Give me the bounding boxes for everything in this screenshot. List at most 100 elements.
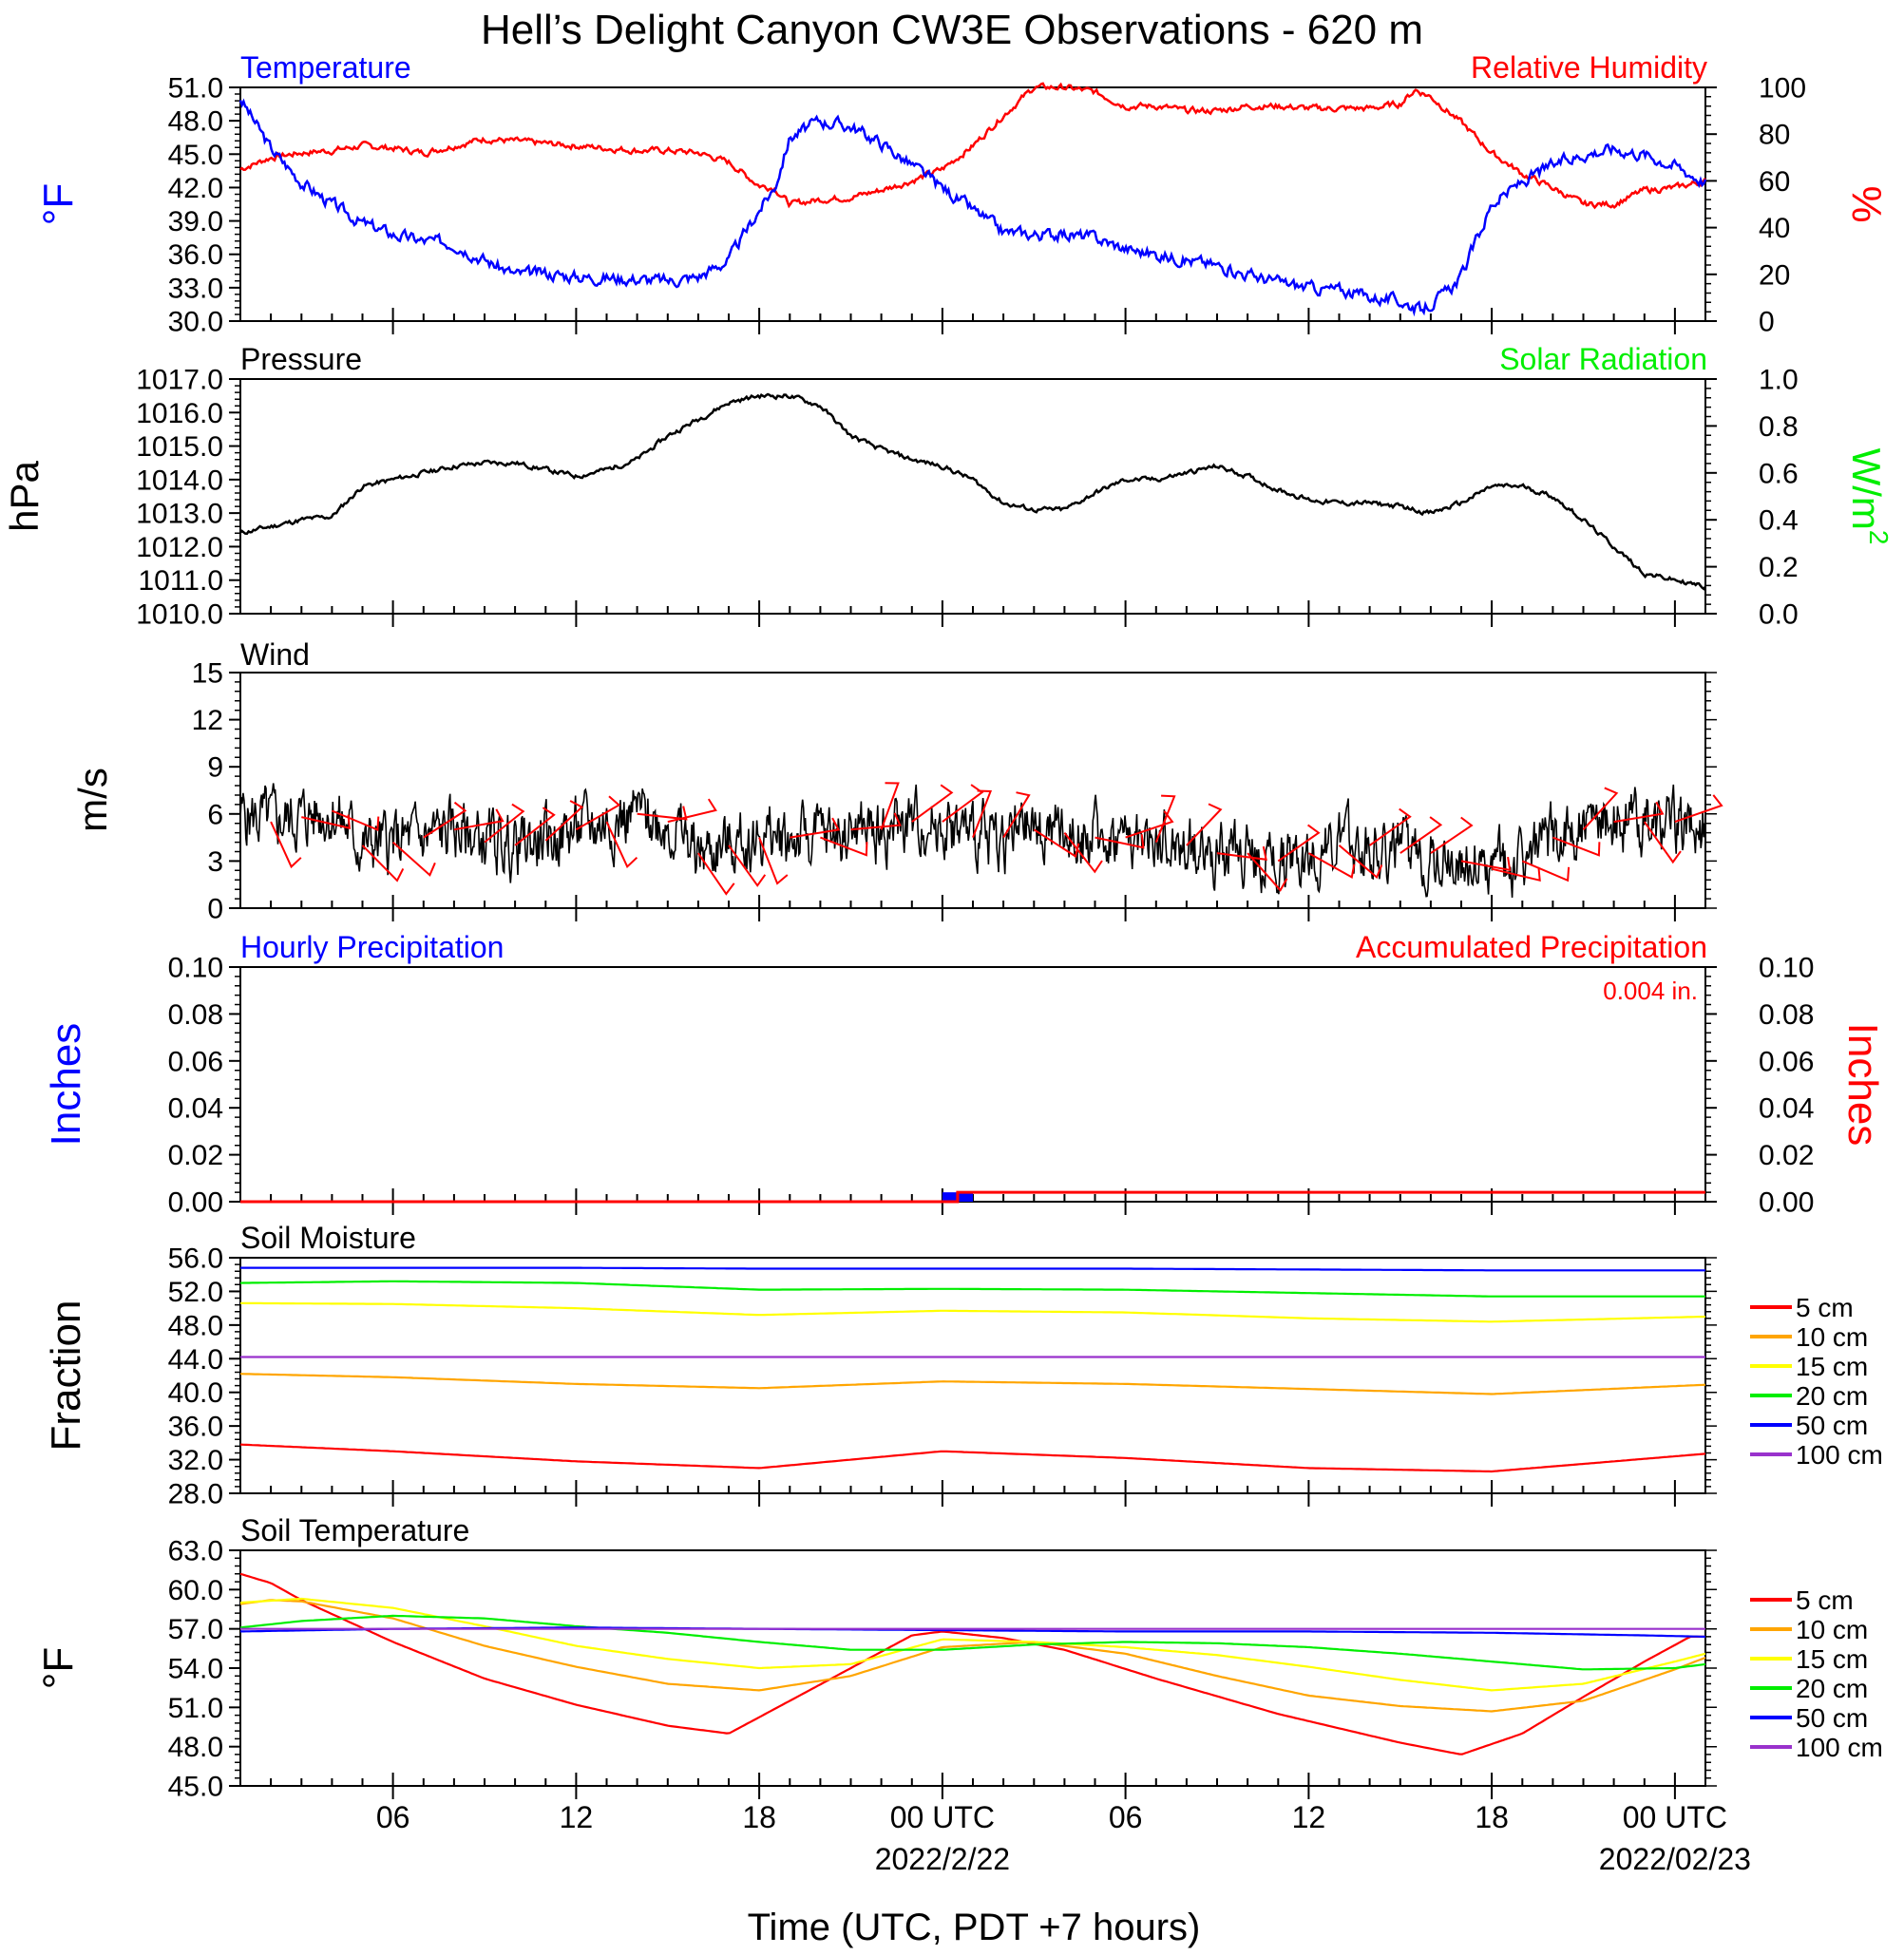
y-tick-label-left: 9 — [207, 752, 223, 784]
y-tick-label-right: 0.02 — [1759, 1140, 1814, 1171]
panel-title: Soil Moisture — [240, 1221, 416, 1255]
x-major-ticks — [391, 895, 1676, 921]
panel-temperature-humidity: 30.033.036.039.042.045.048.051.0 0 20 40 60 8… — [35, 50, 1890, 338]
wind-barb — [484, 803, 525, 844]
y-tick-label-right: 20 — [1759, 259, 1790, 291]
legend-label: 100 cm — [1796, 1733, 1883, 1762]
y-tick-label-left: 63.0 — [168, 1536, 223, 1567]
wind-barb — [1552, 836, 1601, 857]
x-tick-label: 00 UTC — [1623, 1800, 1727, 1834]
plot-frame — [239, 1257, 1706, 1494]
x-date-label: 2022/2/22 — [875, 1842, 1010, 1876]
y-axis-label-accumulated: Inches — [1839, 1023, 1886, 1147]
soil-line-50cm — [240, 1266, 1705, 1272]
panel-title: Soil Temperature — [240, 1513, 469, 1547]
soil-line-15cm — [240, 1301, 1706, 1323]
panel-wind: 0 3 6 9 12 15 Wind m/s — [70, 637, 1723, 925]
y-tick-label-left: 33.0 — [168, 273, 223, 304]
y-tick-label-right: 0.08 — [1759, 999, 1814, 1031]
y-tick-label-right: 80 — [1759, 120, 1790, 151]
y-tick-label-left: 36.0 — [168, 1412, 223, 1443]
wind-barb — [423, 801, 467, 839]
wind-barb — [332, 809, 380, 831]
wind-barb — [637, 806, 688, 821]
wind-barb — [1216, 845, 1267, 861]
wind-barb — [880, 782, 900, 830]
wind-barb — [667, 798, 717, 824]
wind-barb — [790, 817, 841, 839]
plot-frame — [239, 86, 1706, 322]
x-major-ticks — [391, 1480, 1676, 1507]
soil-line-10cm — [239, 1599, 1706, 1713]
y-tick-label-left: 1015.0 — [136, 431, 223, 463]
panel-precipitation: 0.00 0.02 0.04 0.06 0.08 0.10 0.00 0.02 0.04 0.06… — [43, 930, 1886, 1219]
y-tick-label-left: 51.0 — [168, 1693, 223, 1724]
wind-barb — [1002, 791, 1031, 839]
y-tick-label-left: 45.0 — [168, 1772, 223, 1803]
y-tick-label-left: 0.02 — [168, 1140, 223, 1171]
x-major-ticks — [391, 1773, 1676, 1799]
legend-label: 50 cm — [1796, 1703, 1868, 1733]
wind-barb — [1613, 801, 1665, 824]
y-tick-label-left: 12 — [192, 705, 223, 736]
legend-label: 100 cm — [1796, 1440, 1883, 1470]
y-tick-label-left: 1016.0 — [136, 398, 223, 429]
y-tick-label-right: 0.10 — [1759, 953, 1814, 984]
y-tick-label-left: 45.0 — [168, 140, 223, 171]
y-tick-label-left: 30.0 — [168, 307, 223, 338]
wind-barb — [728, 845, 767, 887]
y-axis-label-temperature: °F — [35, 183, 82, 225]
y-tick-label-left: 51.0 — [168, 73, 223, 104]
y-tick-label-right: 60 — [1759, 166, 1790, 198]
y-minor-ticks-left — [235, 976, 240, 1203]
y-tick-label-left: 1012.0 — [136, 532, 223, 563]
y-tick-label-left: 36.0 — [168, 239, 223, 271]
y-tick-label-left: 54.0 — [168, 1654, 223, 1685]
wind-barb — [544, 800, 584, 842]
wind-barb — [1521, 860, 1571, 883]
y-tick-label-left: 60.0 — [168, 1575, 223, 1606]
y-ticks-right — [1705, 1257, 1717, 1494]
y-minor-ticks-left — [235, 681, 240, 909]
wind-barb — [1277, 824, 1321, 863]
y-tick-label-left: 40.0 — [168, 1377, 223, 1409]
y-ticks-right — [1705, 1549, 1717, 1787]
soil-line-10cm — [239, 1373, 1706, 1395]
panel-title-accumulated: Accumulated Precipitation — [1356, 930, 1707, 964]
wind-barb — [758, 837, 789, 885]
y-axis-label-solar: W/m2 — [1844, 448, 1894, 545]
panel-title-solar: Solar Radiation — [1499, 342, 1707, 376]
wind-barb — [1307, 852, 1356, 879]
legend-label: 10 cm — [1796, 1322, 1868, 1352]
wind-barb — [301, 814, 352, 829]
x-minor-ticks — [270, 313, 1646, 321]
y-minor-ticks-left — [235, 1557, 240, 1787]
x-date-label: 2022/02/23 — [1599, 1842, 1751, 1876]
figure-title: Hell’s Delight Canyon CW3E Observations … — [481, 7, 1423, 53]
y-axis-label: °F — [35, 1647, 82, 1689]
y-ticks-right — [1705, 672, 1717, 909]
panel-title-temperature: Temperature — [240, 50, 411, 85]
panel-title-pressure: Pressure — [240, 342, 362, 376]
wind-barb — [270, 821, 302, 869]
panel-title-wind: Wind — [240, 637, 310, 672]
x-minor-ticks — [270, 1486, 1646, 1493]
y-tick-label-left: 48.0 — [168, 1732, 223, 1763]
wind-line — [239, 783, 1706, 898]
y-tick-label-left: 56.0 — [168, 1243, 223, 1275]
panel-pressure: 1010.01011.01012.01013.01014.01015.01016… — [2, 342, 1894, 631]
wind-barb — [697, 852, 735, 896]
y-tick-label-right: 100 — [1759, 73, 1806, 104]
accumulated-precip-line — [240, 1190, 1705, 1204]
wind-barb — [972, 789, 993, 838]
y-minor-ticks-right — [1705, 976, 1711, 1203]
y-tick-label-right: 0.6 — [1759, 458, 1799, 489]
soil-line-20cm — [239, 1614, 1706, 1671]
x-tick-label: 06 — [1109, 1800, 1143, 1834]
soil-line-20cm — [239, 1280, 1705, 1298]
y-tick-label-right: 0.04 — [1759, 1093, 1814, 1125]
x-minor-ticks — [270, 1778, 1646, 1786]
y-tick-label-left: 1011.0 — [138, 565, 223, 597]
